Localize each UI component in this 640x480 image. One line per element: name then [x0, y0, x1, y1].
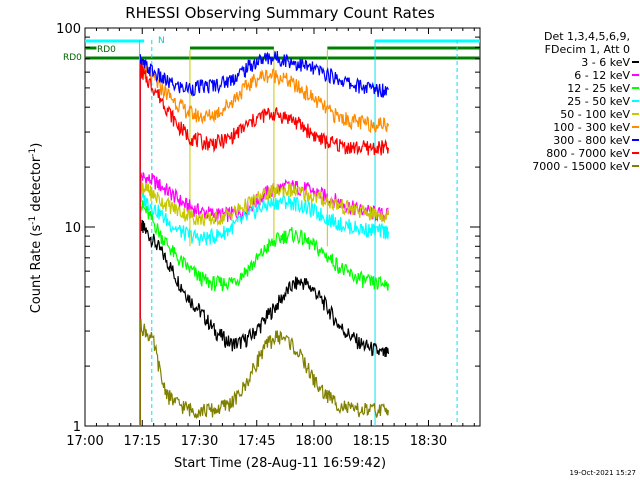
series-line — [140, 200, 389, 292]
x-tick-label: 17:30 — [181, 434, 218, 449]
x-tick-label: 17:15 — [124, 434, 161, 449]
legend-entry-label: 300 - 800 keV — [553, 134, 630, 147]
x-axis-label: Start Time (28-Aug-11 16:59:42) — [174, 456, 386, 471]
n-label: N — [158, 36, 165, 46]
x-tick-label: 17:45 — [238, 434, 275, 449]
y-axis-label-main: Count Rate (s — [29, 225, 44, 314]
x-tick-label: 18:00 — [295, 434, 332, 449]
series-line — [139, 60, 389, 134]
series-line — [139, 50, 389, 98]
y-axis-ticks: 1 10 100 — [56, 22, 480, 435]
y-axis-label-sup2: -1 — [28, 148, 38, 157]
y-axis-label-end: ) — [29, 143, 44, 148]
y-axis-label: Count Rate (s-1 detector-1) — [28, 143, 44, 314]
x-tick-label: 17:00 — [66, 434, 103, 449]
y-tick-label: 100 — [56, 22, 81, 37]
y-tick-label: 10 — [64, 221, 81, 236]
rd0-label-1: RD0 — [97, 45, 116, 55]
series-line — [139, 216, 389, 358]
legend-entry-label: 12 - 25 keV — [567, 82, 630, 95]
legend-entry-label: 50 - 100 keV — [560, 108, 630, 121]
legend-header-1: Det 1,3,4,5,6,9, — [544, 30, 630, 43]
y-axis-label-sup1: -1 — [28, 216, 38, 225]
legend-entry-label: 100 - 300 keV — [553, 121, 630, 134]
legend-entry-label: 6 - 12 keV — [574, 69, 630, 82]
x-axis-ticks: 17:00 17:15 17:30 17:45 18:00 18:15 18:30 — [66, 28, 475, 449]
legend-entry-label: 25 - 50 keV — [567, 95, 630, 108]
y-axis-label-mid: detector — [29, 156, 44, 216]
timestamp: 19-Oct-2021 15:27 — [570, 469, 636, 477]
legend-entry-label: 7000 - 15000 keV — [532, 160, 630, 173]
legend-entry-label: 3 - 6 keV — [581, 56, 630, 69]
legend-header-2: FDecim 1, Att 0 — [545, 43, 630, 56]
series-line — [139, 63, 389, 156]
x-tick-label: 18:30 — [410, 434, 447, 449]
flag-bars — [85, 39, 480, 60]
legend: Det 1,3,4,5,6,9, FDecim 1, Att 0 3 - 6 k… — [532, 30, 639, 173]
series-line — [139, 178, 389, 227]
series-group — [139, 50, 389, 426]
rd0-label-2: RD0 — [63, 53, 82, 63]
series-line — [139, 192, 389, 246]
x-tick-label: 18:15 — [352, 434, 389, 449]
y-tick-label: 1 — [73, 420, 81, 435]
series-line — [139, 318, 389, 420]
legend-entry-label: 800 - 7000 keV — [546, 147, 630, 160]
chart-title: RHESSI Observing Summary Count Rates — [125, 4, 435, 22]
